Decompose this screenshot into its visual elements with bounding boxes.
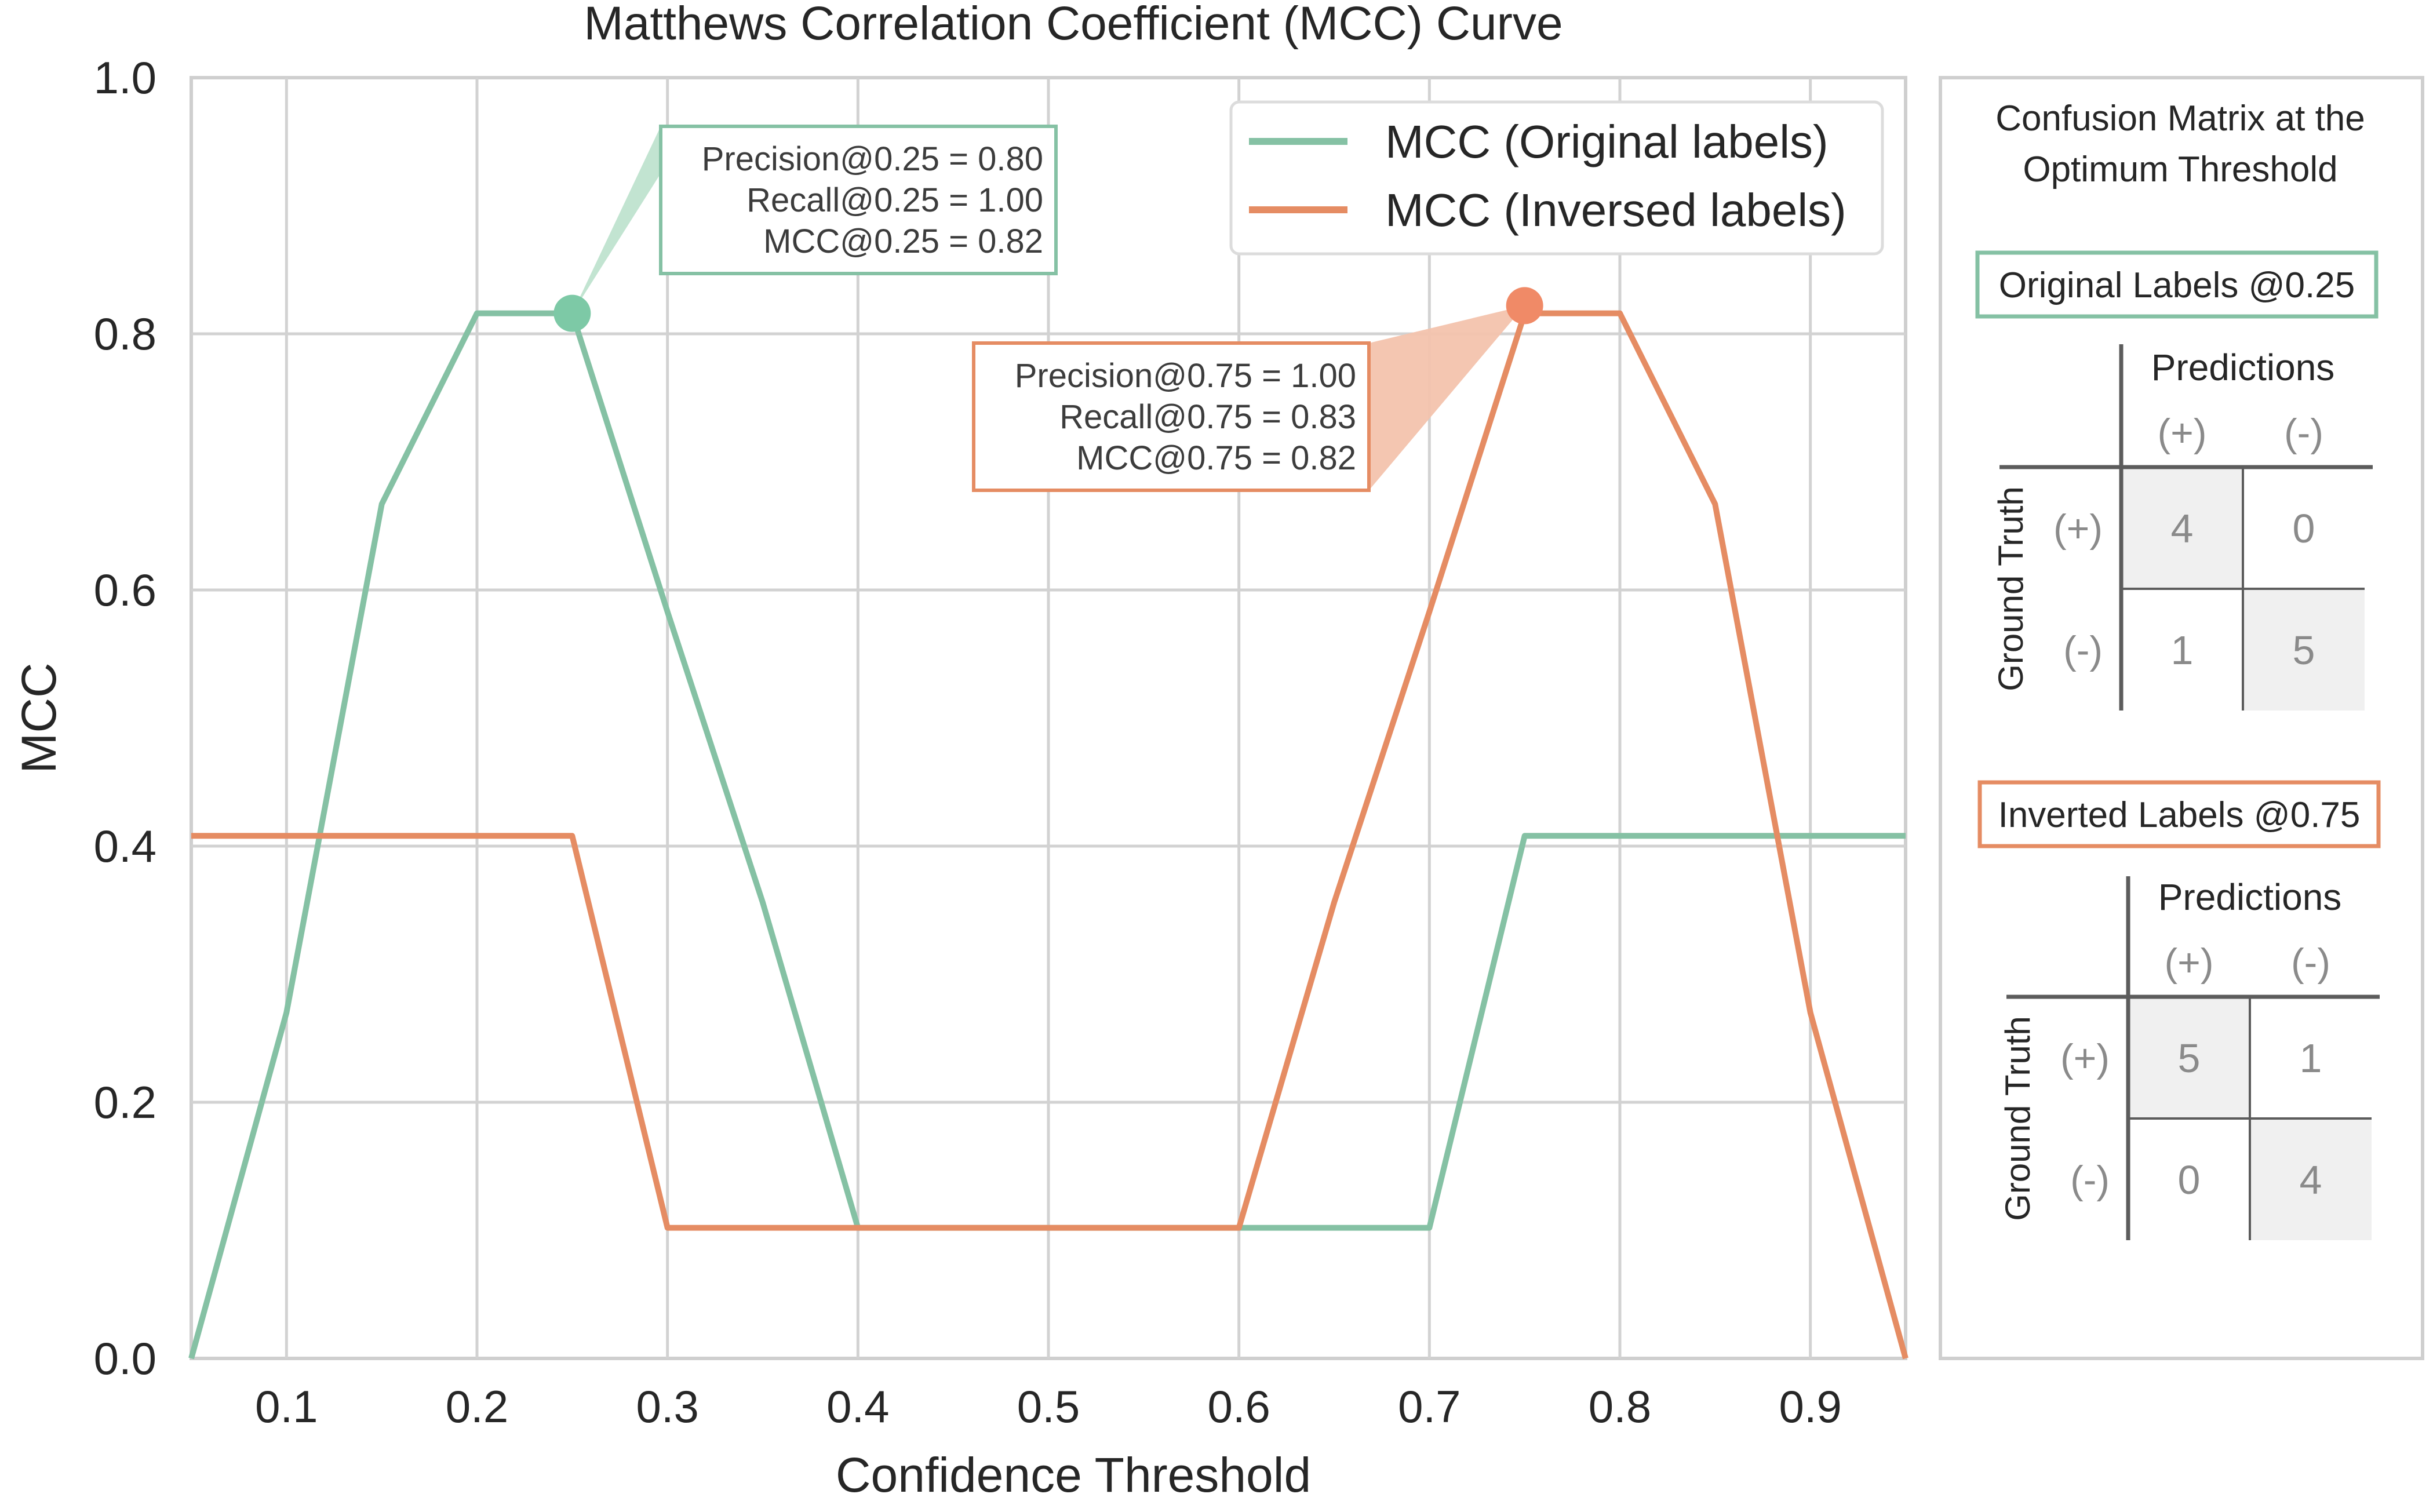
y-tick-label: 0.8 [94, 308, 156, 359]
annotation-text: Precision@0.75 = 1.00 [1015, 357, 1356, 395]
series-lines [188, 310, 1908, 1360]
predictions-header: Predictions [2151, 347, 2335, 388]
matrix-cell-value: 1 [2300, 1036, 2322, 1081]
panel-title-line-2: Optimum Threshold [2023, 150, 2337, 190]
y-tick-label: 0.2 [94, 1077, 156, 1128]
matrix-cell-value: 0 [2178, 1157, 2201, 1203]
annotation-wedges [572, 126, 1525, 490]
x-tick-label: 0.6 [1207, 1381, 1270, 1432]
y-tick-labels: 0.0 0.2 0.4 0.6 0.8 1.0 [94, 52, 156, 1384]
x-tick-label: 0.9 [1779, 1381, 1841, 1432]
annotation-text: Recall@0.25 = 1.00 [746, 181, 1043, 219]
legend-frame [1229, 100, 1884, 256]
confusion-matrix-original: Original Labels @0.25 Predictions (+) (-) (+… [1975, 250, 2379, 711]
annotation-text: MCC@0.25 = 0.82 [763, 223, 1043, 260]
matrix-cell-bg [2250, 1118, 2372, 1240]
x-tick-label: 0.5 [1017, 1381, 1080, 1432]
y-tick-label: 0.0 [94, 1333, 156, 1384]
chart-title: Matthews Correlation Coefficient (MCC) C… [584, 0, 1562, 50]
mcc-plot: 0.1 0.2 0.3 0.4 0.5 0.6 0.7 0.8 0.9 0.0 0.2 0.4 0.6… [12, 0, 1908, 1502]
x-tick-labels: 0.1 0.2 0.3 0.4 0.5 0.6 0.7 0.8 0.9 [255, 1381, 1842, 1432]
legend-label: MCC (Original labels) [1385, 116, 1829, 167]
annotation-text: Precision@0.25 = 0.80 [702, 140, 1043, 178]
x-tick-label: 0.3 [636, 1381, 698, 1432]
optimum-marker [553, 294, 591, 332]
matrix-label: Inverted Labels @0.75 [1998, 795, 2361, 835]
legend: MCC (Original labels) MCC (Inversed label… [1229, 100, 1884, 256]
predictions-header: Predictions [2158, 876, 2342, 918]
annotation-box [659, 125, 1058, 275]
optimum-markers [553, 287, 1543, 332]
legend-label: MCC (Inversed labels) [1385, 184, 1846, 236]
y-tick-label: 0.4 [94, 821, 156, 872]
x-tick-label: 0.4 [826, 1381, 889, 1432]
matrix-cell-value: 5 [2178, 1036, 2201, 1081]
annotation-wedge [572, 126, 661, 314]
y-tick-label: 0.6 [94, 564, 156, 615]
matrix-cell-value: 1 [2171, 628, 2194, 673]
x-tick-label: 0.1 [255, 1381, 318, 1432]
matrix-cell-bg [2243, 589, 2365, 711]
ground-truth-header: Ground Truth [1991, 486, 2030, 691]
row-label: (+) [2060, 1036, 2110, 1080]
matrix-cell-value: 0 [2293, 506, 2315, 551]
column-label: (-) [2291, 941, 2330, 985]
annotation-box [972, 341, 1371, 492]
series-line-inversed [191, 310, 1908, 1360]
confusion-matrix-panel: Confusion Matrix at the Optimum Threshol… [1939, 76, 2424, 1360]
row-label: (+) [2053, 507, 2103, 551]
optimum-marker [1506, 287, 1543, 325]
row-label: (-) [2070, 1158, 2110, 1202]
annotation-wedge [1369, 305, 1525, 490]
y-axis-label: MCC [12, 662, 66, 773]
column-label: (+) [2165, 941, 2214, 985]
matrix-cell-value: 4 [2300, 1157, 2322, 1203]
x-tick-label: 0.7 [1398, 1381, 1460, 1432]
column-label: (-) [2284, 411, 2323, 455]
matrix-cell-value: 4 [2171, 506, 2194, 551]
matrix-cell-bg [2128, 997, 2250, 1118]
column-label: (+) [2158, 411, 2207, 455]
annotation-text: MCC@0.75 = 0.82 [1076, 439, 1356, 477]
matrix-cell-bg [2121, 467, 2243, 589]
confusion-matrix-inverted: Inverted Labels @0.75 Predictions (+) (-) (+… [1977, 780, 2381, 1240]
grid [191, 78, 1906, 1358]
x-tick-label: 0.2 [446, 1381, 508, 1432]
x-axis-label: Confidence Threshold [836, 1448, 1311, 1502]
ground-truth-header: Ground Truth [1998, 1016, 2037, 1221]
row-label: (-) [2063, 628, 2103, 672]
panel-title-line-1: Confusion Matrix at the [1995, 99, 2365, 139]
y-tick-label: 1.0 [94, 52, 156, 103]
annotation-text: Recall@0.75 = 0.83 [1059, 398, 1356, 436]
x-tick-label: 0.8 [1589, 1381, 1651, 1432]
matrix-label-box [1975, 250, 2379, 319]
matrix-label-box [1977, 780, 2381, 848]
matrix-label: Original Labels @0.25 [1999, 265, 2355, 305]
matrix-cell-value: 5 [2293, 628, 2315, 673]
